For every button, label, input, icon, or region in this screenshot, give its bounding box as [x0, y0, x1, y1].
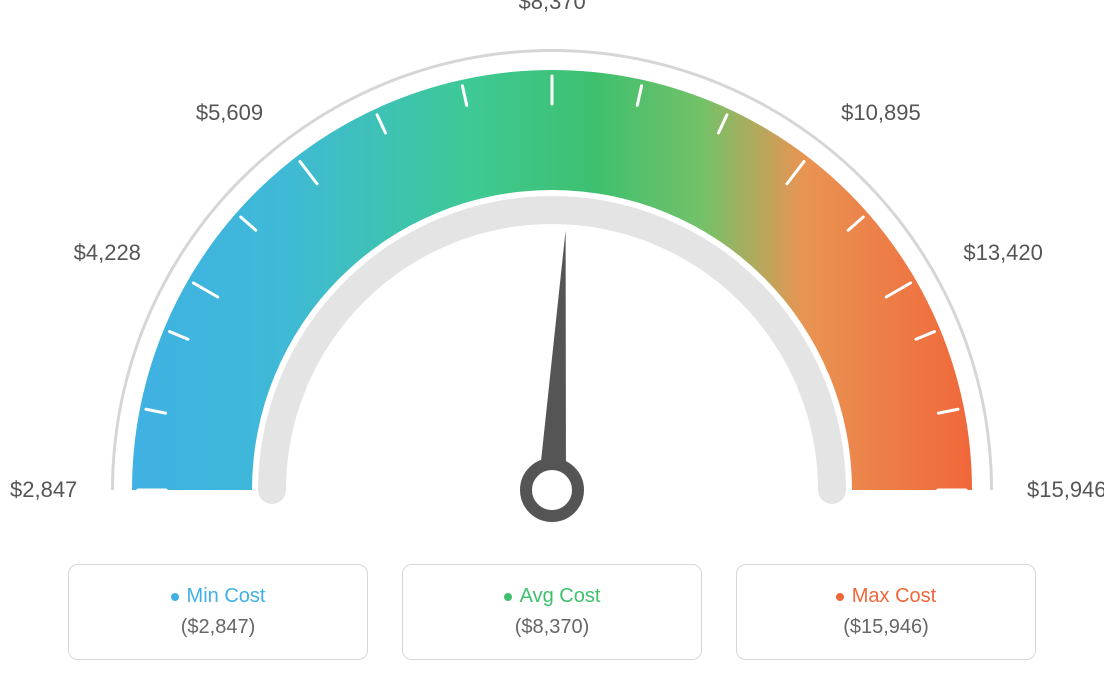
gauge-needle-hub	[526, 464, 578, 516]
gauge-scale-label: $10,895	[841, 100, 921, 126]
gauge-chart: $2,847 $4,228 $5,609 $8,370 $10,895 $13,420 $1…	[0, 0, 1104, 560]
legend-title: Min Cost	[171, 585, 266, 608]
legend-card: Avg Cost ($8,370)	[402, 564, 702, 660]
legend-title: Max Cost	[836, 585, 936, 608]
legend-value: ($2,847)	[181, 616, 256, 639]
legend-row: Min Cost ($2,847) Avg Cost ($8,370) Max Cost…	[68, 564, 1036, 660]
gauge-scale-label: $4,228	[74, 240, 141, 266]
legend-title-text: Max Cost	[852, 585, 936, 608]
gauge-needle	[538, 230, 566, 490]
legend-value: ($8,370)	[515, 616, 590, 639]
legend-dot-icon	[836, 593, 844, 601]
legend-title-text: Min Cost	[187, 585, 266, 608]
gauge-scale-label: $8,370	[519, 0, 586, 15]
legend-value: ($15,946)	[843, 616, 929, 639]
gauge-scale-label: $5,609	[196, 100, 263, 126]
legend-title-text: Avg Cost	[520, 585, 601, 608]
legend-dot-icon	[171, 593, 179, 601]
gauge-scale-label: $2,847	[10, 477, 77, 503]
legend-dot-icon	[504, 593, 512, 601]
legend-title: Avg Cost	[504, 585, 601, 608]
legend-card: Max Cost ($15,946)	[736, 564, 1036, 660]
gauge-scale-label: $15,946	[1027, 477, 1104, 503]
legend-card: Min Cost ($2,847)	[68, 564, 368, 660]
gauge-scale-label: $13,420	[963, 240, 1043, 266]
